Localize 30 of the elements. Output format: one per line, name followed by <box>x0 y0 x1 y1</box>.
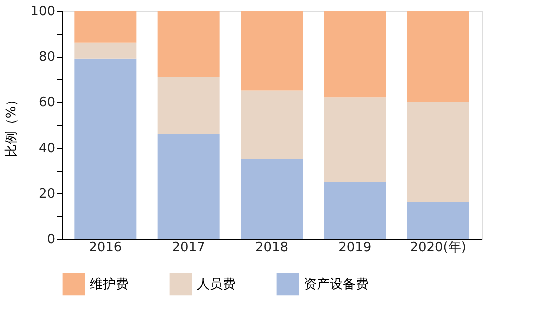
bar <box>324 98 386 182</box>
bar <box>241 159 303 239</box>
bar <box>241 90 303 160</box>
x-tick-label: 2017 <box>172 240 206 256</box>
y-tick-label: 80 <box>38 50 56 66</box>
bar <box>324 11 386 98</box>
x-tick-label: 2020(年) <box>410 240 466 256</box>
bar <box>74 11 137 43</box>
bar <box>74 58 137 239</box>
legend-label: 人员费 <box>197 277 236 292</box>
x-tick-label: 2016 <box>89 240 122 256</box>
y-tick-label: 0 <box>47 232 56 248</box>
bar <box>241 11 303 91</box>
y-tick-label: 60 <box>38 96 56 111</box>
legend-label: 维护费 <box>90 277 129 292</box>
bar <box>407 202 470 239</box>
bar <box>407 102 470 203</box>
y-tick-label: 20 <box>38 186 56 202</box>
bar <box>158 134 220 239</box>
legend-label: 资产设备费 <box>304 277 369 292</box>
bar <box>158 77 220 134</box>
bar <box>74 42 137 59</box>
x-tick-label: 2019 <box>338 240 372 256</box>
x-tick-label: 2018 <box>255 240 289 256</box>
bar <box>324 182 386 239</box>
y-tick-label: 100 <box>30 4 56 20</box>
y-tick-label: 40 <box>38 141 56 156</box>
bar <box>158 11 220 78</box>
bar <box>407 11 470 102</box>
y-axis-title: 比例（%） <box>4 93 20 158</box>
